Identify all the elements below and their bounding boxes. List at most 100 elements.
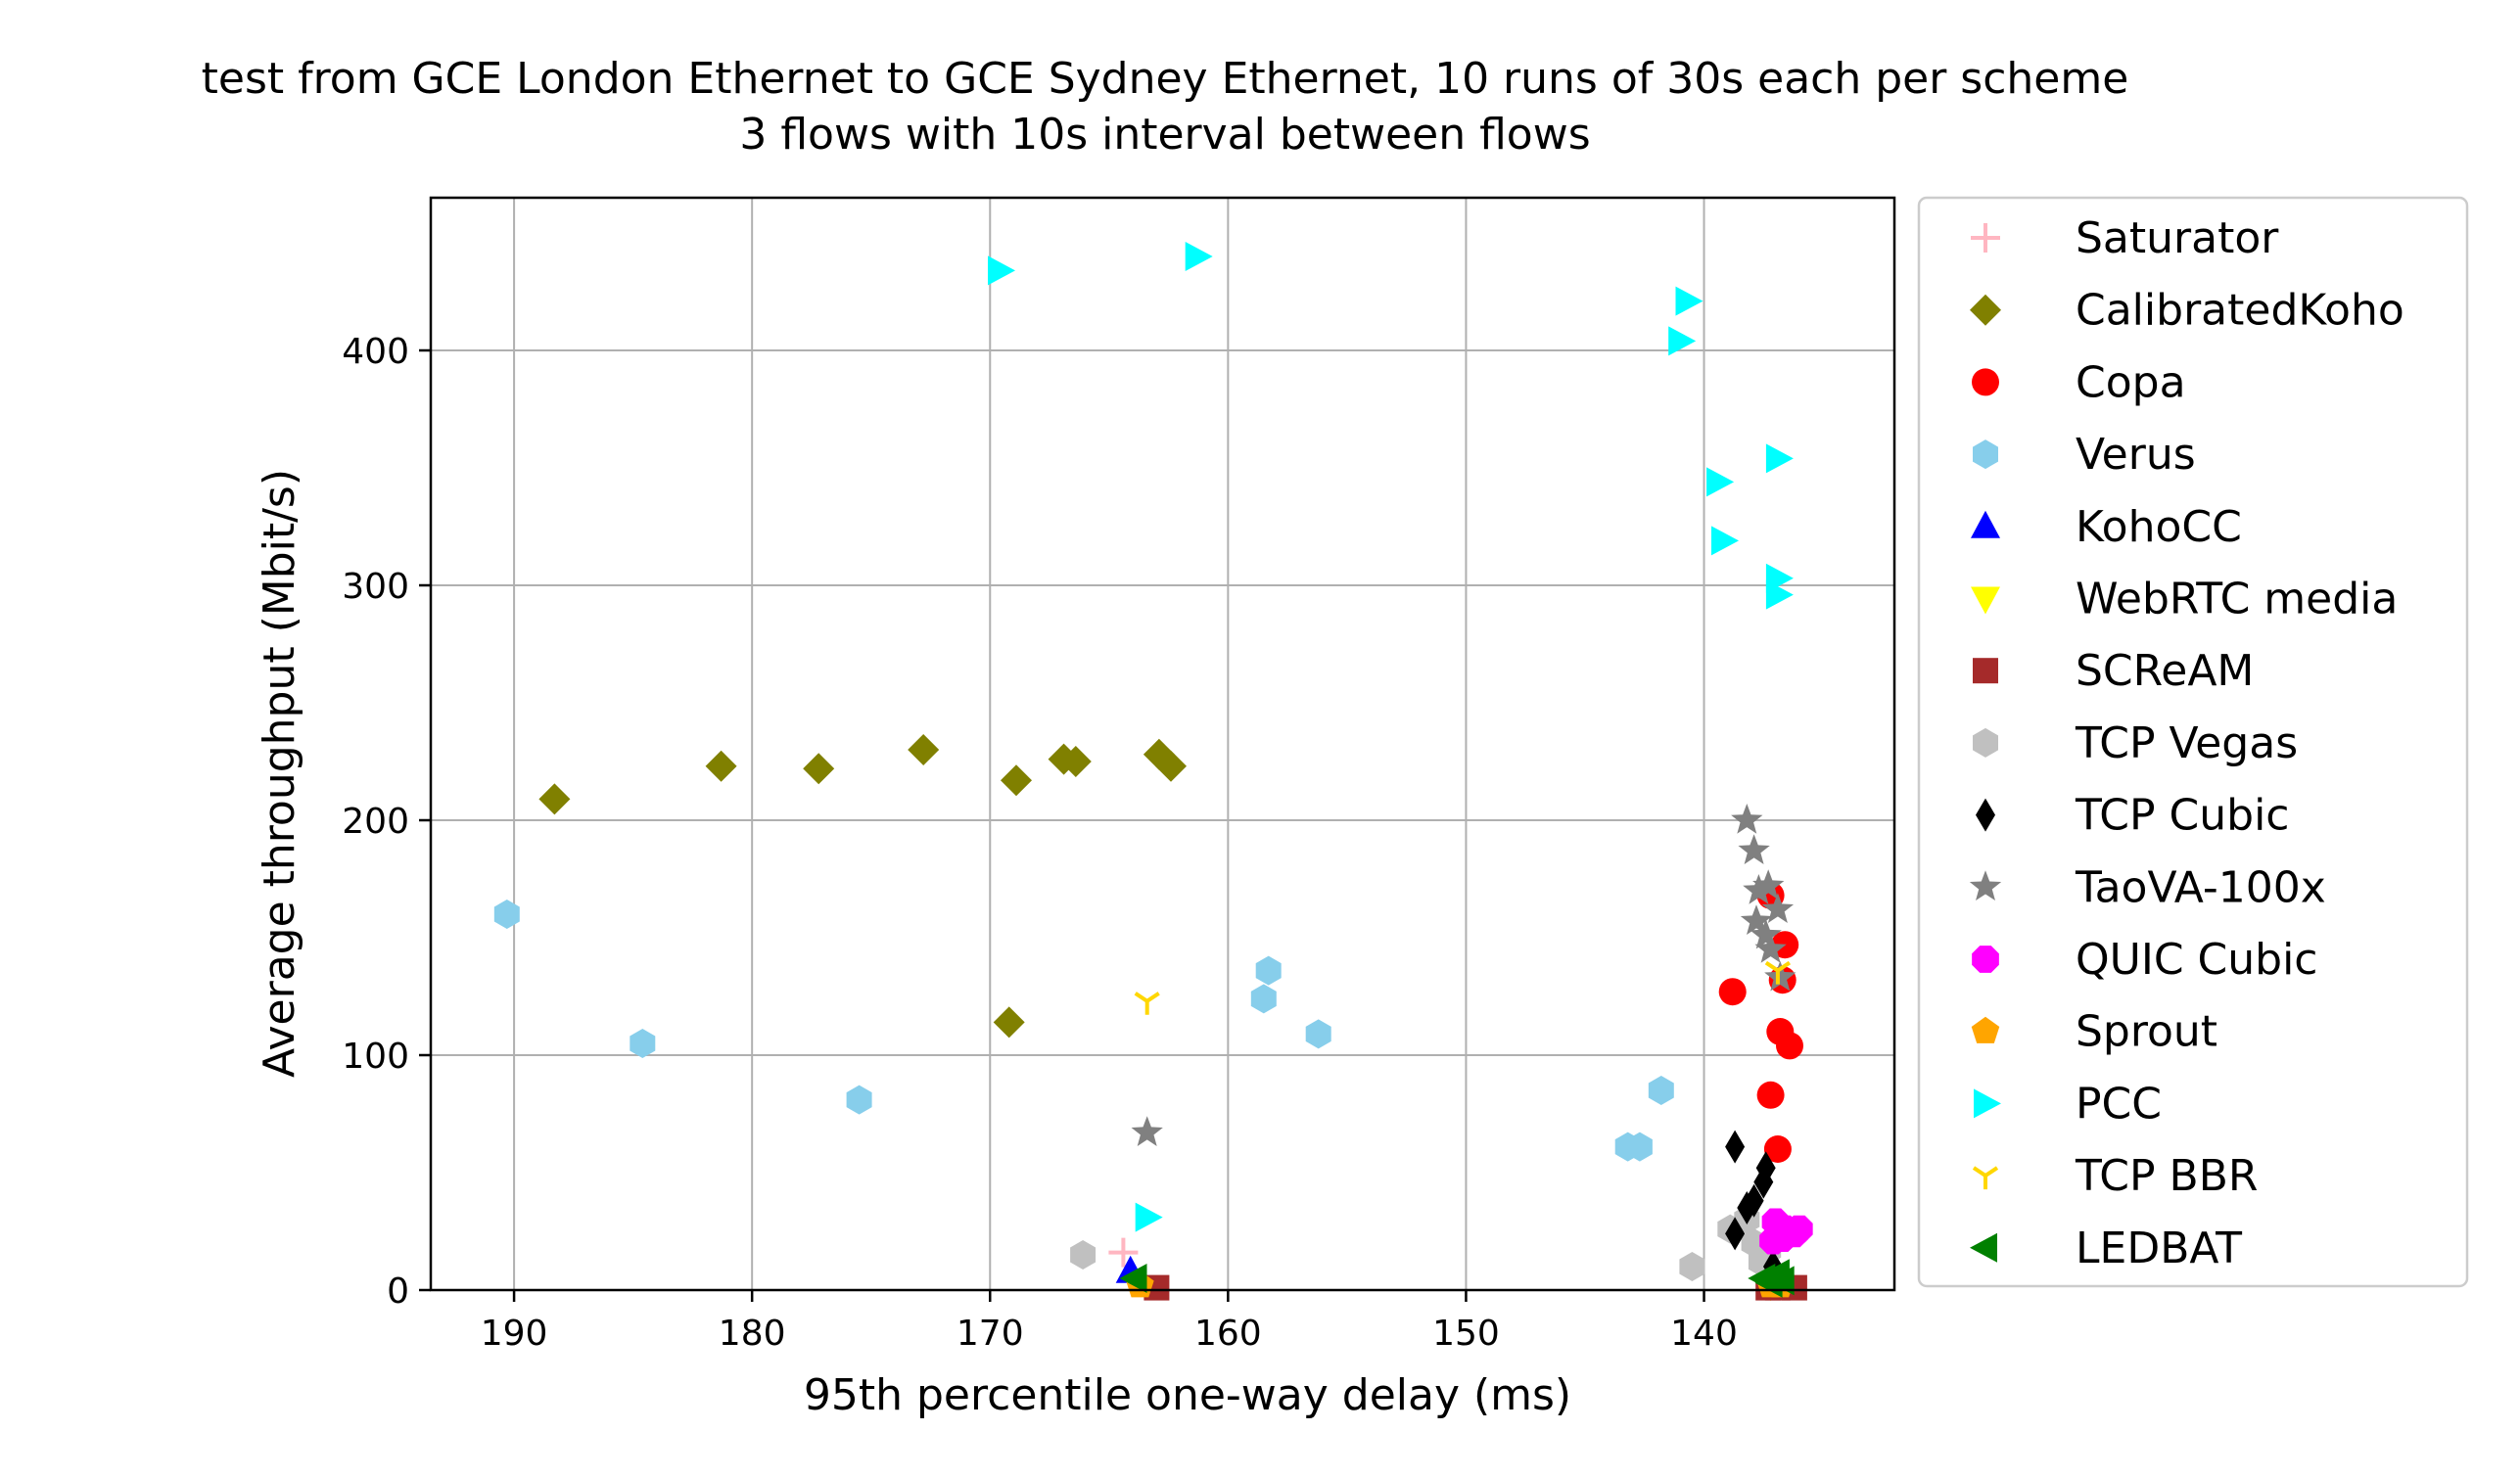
point-pcc bbox=[1765, 443, 1794, 474]
legend-frame bbox=[1917, 196, 2469, 1288]
point-pcc bbox=[1706, 467, 1735, 497]
legend-label-saturator: Saturator bbox=[2076, 213, 2279, 263]
point-pcc bbox=[1711, 526, 1739, 556]
point-pcc bbox=[1668, 326, 1697, 356]
legend-label-ledbat: LEDBAT bbox=[2076, 1224, 2242, 1273]
point-pcc bbox=[1185, 242, 1213, 271]
point-calibratedkoho bbox=[1001, 764, 1032, 797]
point-taova-100x bbox=[1131, 1116, 1163, 1146]
y-tick-label: 100 bbox=[342, 1037, 409, 1077]
y-tick-label: 300 bbox=[342, 567, 409, 607]
legend-marker-taova-100x bbox=[1969, 870, 2002, 901]
y-tick-label: 0 bbox=[387, 1271, 409, 1312]
y-axis-label: Average throughput (Mbit/s) bbox=[255, 469, 304, 1078]
point-pcc bbox=[1765, 579, 1794, 610]
legend-label-tcp-cubic: TCP Cubic bbox=[2075, 791, 2290, 841]
point-taova-100x bbox=[1761, 893, 1795, 923]
point-pcc bbox=[1135, 1202, 1163, 1232]
point-calibratedkoho bbox=[803, 753, 835, 785]
legend-label-sprout: Sprout bbox=[2076, 1007, 2217, 1057]
point-taova-100x bbox=[1731, 804, 1763, 834]
x-tick-label: 180 bbox=[719, 1314, 786, 1354]
legend-marker-saturator bbox=[1971, 223, 2000, 253]
point-tcp-vegas bbox=[1679, 1252, 1705, 1281]
chart-subtitle: 3 flows with 10s interval between flows bbox=[739, 110, 1590, 160]
point-verus bbox=[630, 1029, 656, 1058]
point-verus bbox=[1626, 1132, 1653, 1162]
legend-marker-tcp-vegas bbox=[1973, 727, 1998, 758]
legend-label-verus: Verus bbox=[2076, 430, 2196, 480]
point-ledbat bbox=[1766, 1266, 1795, 1296]
legend-marker-scream bbox=[1973, 658, 1998, 684]
point-verus bbox=[846, 1085, 872, 1115]
point-tcp-cubic bbox=[1725, 1217, 1746, 1251]
point-calibratedkoho bbox=[538, 783, 571, 815]
point-pcc bbox=[1675, 286, 1703, 316]
legend-label-kohocc: KohoCC bbox=[2076, 502, 2242, 552]
legend-marker-verus bbox=[1973, 439, 1998, 470]
y-tick-label: 400 bbox=[342, 332, 409, 372]
point-taova-100x bbox=[1738, 834, 1770, 864]
x-tick-label: 150 bbox=[1432, 1314, 1500, 1354]
point-verus bbox=[1305, 1019, 1331, 1049]
legend-marker-webrtc-media bbox=[1971, 586, 2000, 615]
point-verus bbox=[1250, 984, 1277, 1014]
legend-label-webrtc-media: WebRTC media bbox=[2076, 575, 2398, 624]
x-tick-label: 170 bbox=[957, 1314, 1024, 1354]
point-copa bbox=[1756, 1081, 1785, 1109]
legend-marker-tcp-bbr bbox=[1972, 1166, 1999, 1190]
point-taova-100x bbox=[1750, 918, 1782, 949]
point-verus bbox=[493, 900, 520, 929]
point-calibratedkoho bbox=[1059, 746, 1092, 777]
legend-marker-quic-cubic bbox=[1972, 946, 1999, 973]
point-ledbat bbox=[1119, 1264, 1147, 1293]
point-taova-100x bbox=[1743, 874, 1775, 904]
point-tcp-bbr bbox=[1134, 992, 1160, 1015]
point-tcp-cubic bbox=[1737, 1191, 1757, 1224]
point-pcc bbox=[988, 255, 1015, 286]
point-copa bbox=[1776, 1032, 1803, 1060]
legend-marker-copa bbox=[1972, 368, 1999, 396]
legend-label-taova-100x: TaoVA-100x bbox=[2075, 862, 2326, 912]
x-tick-label: 140 bbox=[1670, 1314, 1738, 1354]
point-tcp-cubic bbox=[1725, 1130, 1746, 1164]
legend-label-tcp-vegas: TCP Vegas bbox=[2075, 718, 2298, 768]
legend-marker-calibratedkoho bbox=[1970, 294, 2001, 326]
legend-marker-pcc bbox=[1974, 1088, 2001, 1119]
point-copa bbox=[1718, 978, 1747, 1006]
point-taova-100x bbox=[1764, 960, 1797, 992]
point-calibratedkoho bbox=[1155, 750, 1187, 782]
legend-marker-kohocc bbox=[1971, 510, 2000, 538]
point-calibratedkoho bbox=[705, 750, 737, 782]
axis-ticks: 190 180 170 160 150 140 0 100 200 300 400 bbox=[342, 332, 1738, 1354]
x-axis-label: 95th percentile one-way delay (ms) bbox=[804, 1370, 1571, 1420]
point-verus bbox=[1255, 955, 1282, 986]
legend-label-copa: Copa bbox=[2076, 357, 2186, 407]
plot-frame bbox=[429, 196, 1896, 1292]
legend-label-pcc: PCC bbox=[2076, 1079, 2162, 1129]
point-tcp-vegas bbox=[1070, 1240, 1097, 1270]
legend-marker-ledbat bbox=[1970, 1232, 1997, 1263]
legend-label-scream: SCReAM bbox=[2076, 646, 2254, 696]
point-taova-100x bbox=[1754, 933, 1787, 963]
point-tcp-bbr bbox=[1764, 960, 1792, 985]
legend-marker-sprout bbox=[1971, 1016, 2000, 1043]
point-saturator bbox=[1108, 1237, 1139, 1268]
x-tick-label: 160 bbox=[1194, 1314, 1262, 1354]
y-tick-label: 200 bbox=[342, 802, 409, 842]
point-copa bbox=[1763, 1135, 1792, 1163]
x-tick-label: 190 bbox=[481, 1314, 548, 1354]
data-points bbox=[493, 242, 1813, 1302]
point-taova-100x bbox=[1752, 869, 1785, 900]
legend-label-tcp-bbr: TCP BBR bbox=[2075, 1151, 2258, 1201]
point-taova-100x bbox=[1740, 904, 1773, 935]
point-quic-cubic bbox=[1781, 1220, 1808, 1248]
point-verus bbox=[1648, 1076, 1674, 1105]
point-calibratedkoho bbox=[908, 734, 940, 765]
legend-label-calibratedkoho: CalibratedKoho bbox=[2076, 286, 2404, 336]
chart-title: test from GCE London Ethernet to GCE Syd… bbox=[202, 54, 2129, 104]
legend-marker-tcp-cubic bbox=[1976, 798, 1995, 832]
point-tcp-cubic bbox=[1753, 1165, 1774, 1199]
